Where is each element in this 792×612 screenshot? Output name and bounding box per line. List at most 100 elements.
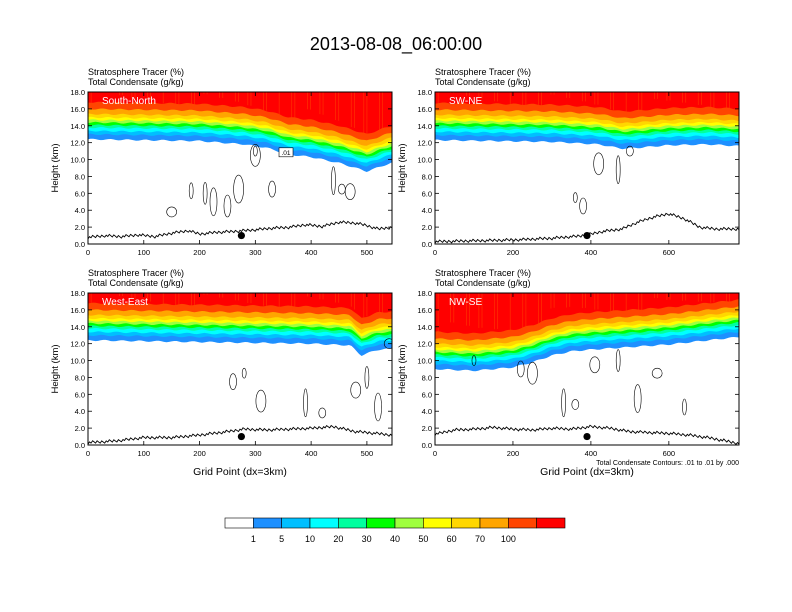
y-axis-label: Height (km) [50, 143, 61, 192]
panel-sw-ne: Stratosphere Tracer (%)Total Condensate … [397, 67, 740, 257]
plot-frame [87, 91, 393, 245]
panel-title-tracer: Stratosphere Tracer (%) [88, 67, 184, 77]
x-tick-label: 600 [663, 248, 676, 257]
condensate-contour [188, 182, 194, 200]
y-axis-label: Height (km) [50, 344, 61, 393]
x-tick-label: 100 [138, 449, 151, 458]
y-tick-label: 14.0 [70, 122, 85, 131]
colorbar-swatch [508, 517, 537, 529]
x-tick-label: 200 [193, 449, 206, 458]
y-tick-label: 12.0 [417, 139, 432, 148]
y-tick-label: 16.0 [417, 306, 432, 315]
tracer-band-11 [88, 92, 392, 134]
y-tick-label: 14.0 [70, 323, 85, 332]
panel-title-tracer: Stratosphere Tracer (%) [435, 67, 531, 77]
y-tick-label: 10.0 [417, 357, 432, 366]
condensate-contour [593, 152, 604, 176]
y-tick-label: 6.0 [422, 189, 432, 198]
colorbar-swatch [479, 517, 509, 529]
colorbar: 1 5 10 20 30 40 50 60 70 100 [224, 517, 566, 544]
panel-title-condensate: Total Condensate (g/kg) [435, 77, 531, 87]
x-tick-label: 600 [663, 449, 676, 458]
x-tick-label: 0 [433, 449, 437, 458]
plot-frame [434, 91, 740, 245]
y-tick-label: 6.0 [75, 189, 85, 198]
y-tick-label: 2.0 [422, 424, 432, 433]
y-tick-label: 12.0 [70, 340, 85, 349]
y-tick-label: 8.0 [422, 373, 432, 382]
tracer-band-11 [435, 92, 739, 112]
y-tick-label: 2.0 [422, 223, 432, 232]
tracer-field [435, 293, 739, 445]
y-tick-label: 4.0 [75, 407, 85, 416]
condensate-contour [573, 192, 578, 203]
x-tick-label: 400 [305, 449, 318, 458]
y-tick-label: 0.0 [422, 240, 432, 249]
x-tick-label: 300 [249, 248, 262, 257]
condensate-contour [253, 145, 258, 157]
y-tick-label: 4.0 [422, 206, 432, 215]
y-tick-label: 10.0 [70, 156, 85, 165]
panels: Stratosphere Tracer (%)Total Condensate … [50, 67, 740, 478]
condensate-contour [255, 389, 267, 413]
panel-title-tracer: Stratosphere Tracer (%) [88, 268, 184, 278]
location-marker [583, 432, 591, 441]
x-tick-label: 400 [585, 248, 598, 257]
colorbar-label: 70 [475, 534, 485, 544]
condensate-contour [383, 338, 392, 349]
contour-label-box [278, 147, 294, 158]
condensate-contour [364, 366, 370, 389]
colorbar-label: 40 [390, 534, 400, 544]
x-tick-label: 300 [249, 449, 262, 458]
contour-footnote: Total Condensate Contours: .01 to .01 by… [596, 460, 739, 467]
y-tick-label: 10.0 [70, 357, 85, 366]
colorbar-swatch [366, 517, 396, 529]
condensate-contour [579, 197, 587, 215]
x-tick-label: 200 [507, 248, 520, 257]
figure-title: 2013-08-08_06:00:00 [310, 34, 482, 55]
condensate-contour [209, 187, 218, 217]
y-tick-label: 0.0 [75, 441, 85, 450]
panel-label: NW-SE [449, 297, 482, 308]
condensate-contour [571, 399, 580, 410]
x-tick-label: 200 [507, 449, 520, 458]
y-tick-label: 4.0 [75, 206, 85, 215]
condensate-contour [233, 174, 244, 204]
colorbar-swatch [224, 517, 254, 529]
tracer-band-11 [88, 293, 392, 318]
colorbar-swatch [451, 517, 481, 529]
x-axis-label: Grid Point (dx=3km) [540, 466, 634, 478]
condensate-contour [303, 388, 308, 418]
tracer-field [88, 293, 392, 445]
panel-south-north: Stratosphere Tracer (%)Total Condensate … [50, 67, 393, 257]
condensate-contour [229, 373, 237, 390]
location-marker [237, 231, 245, 240]
condensate-contour [589, 356, 601, 374]
y-tick-label: 8.0 [75, 172, 85, 181]
condensate-contour [516, 360, 525, 378]
y-tick-label: 10.0 [417, 156, 432, 165]
colorbar-swatch [394, 517, 424, 529]
panel-label: South-North [102, 96, 156, 107]
colorbar-label: 5 [279, 534, 284, 544]
panel-title-condensate: Total Condensate (g/kg) [88, 278, 184, 288]
y-tick-label: 18.0 [70, 88, 85, 97]
y-tick-label: 2.0 [75, 424, 85, 433]
colorbar-swatch [309, 517, 339, 529]
y-tick-label: 4.0 [422, 407, 432, 416]
condensate-contour [471, 355, 477, 366]
panel-label: SW-NE [449, 96, 482, 107]
y-axis-label: Height (km) [397, 344, 408, 393]
colorbar-swatch [536, 517, 566, 529]
colorbar-swatch [281, 517, 311, 529]
colorbar-label: 10 [305, 534, 315, 544]
colorbar-label: 30 [362, 534, 372, 544]
y-tick-label: 6.0 [422, 390, 432, 399]
x-tick-label: 500 [361, 248, 374, 257]
condensate-contour [527, 361, 538, 385]
x-tick-label: 0 [86, 248, 90, 257]
panel-label: West-East [102, 297, 148, 308]
condensate-contour [268, 180, 276, 198]
condensate-contour [615, 349, 621, 372]
